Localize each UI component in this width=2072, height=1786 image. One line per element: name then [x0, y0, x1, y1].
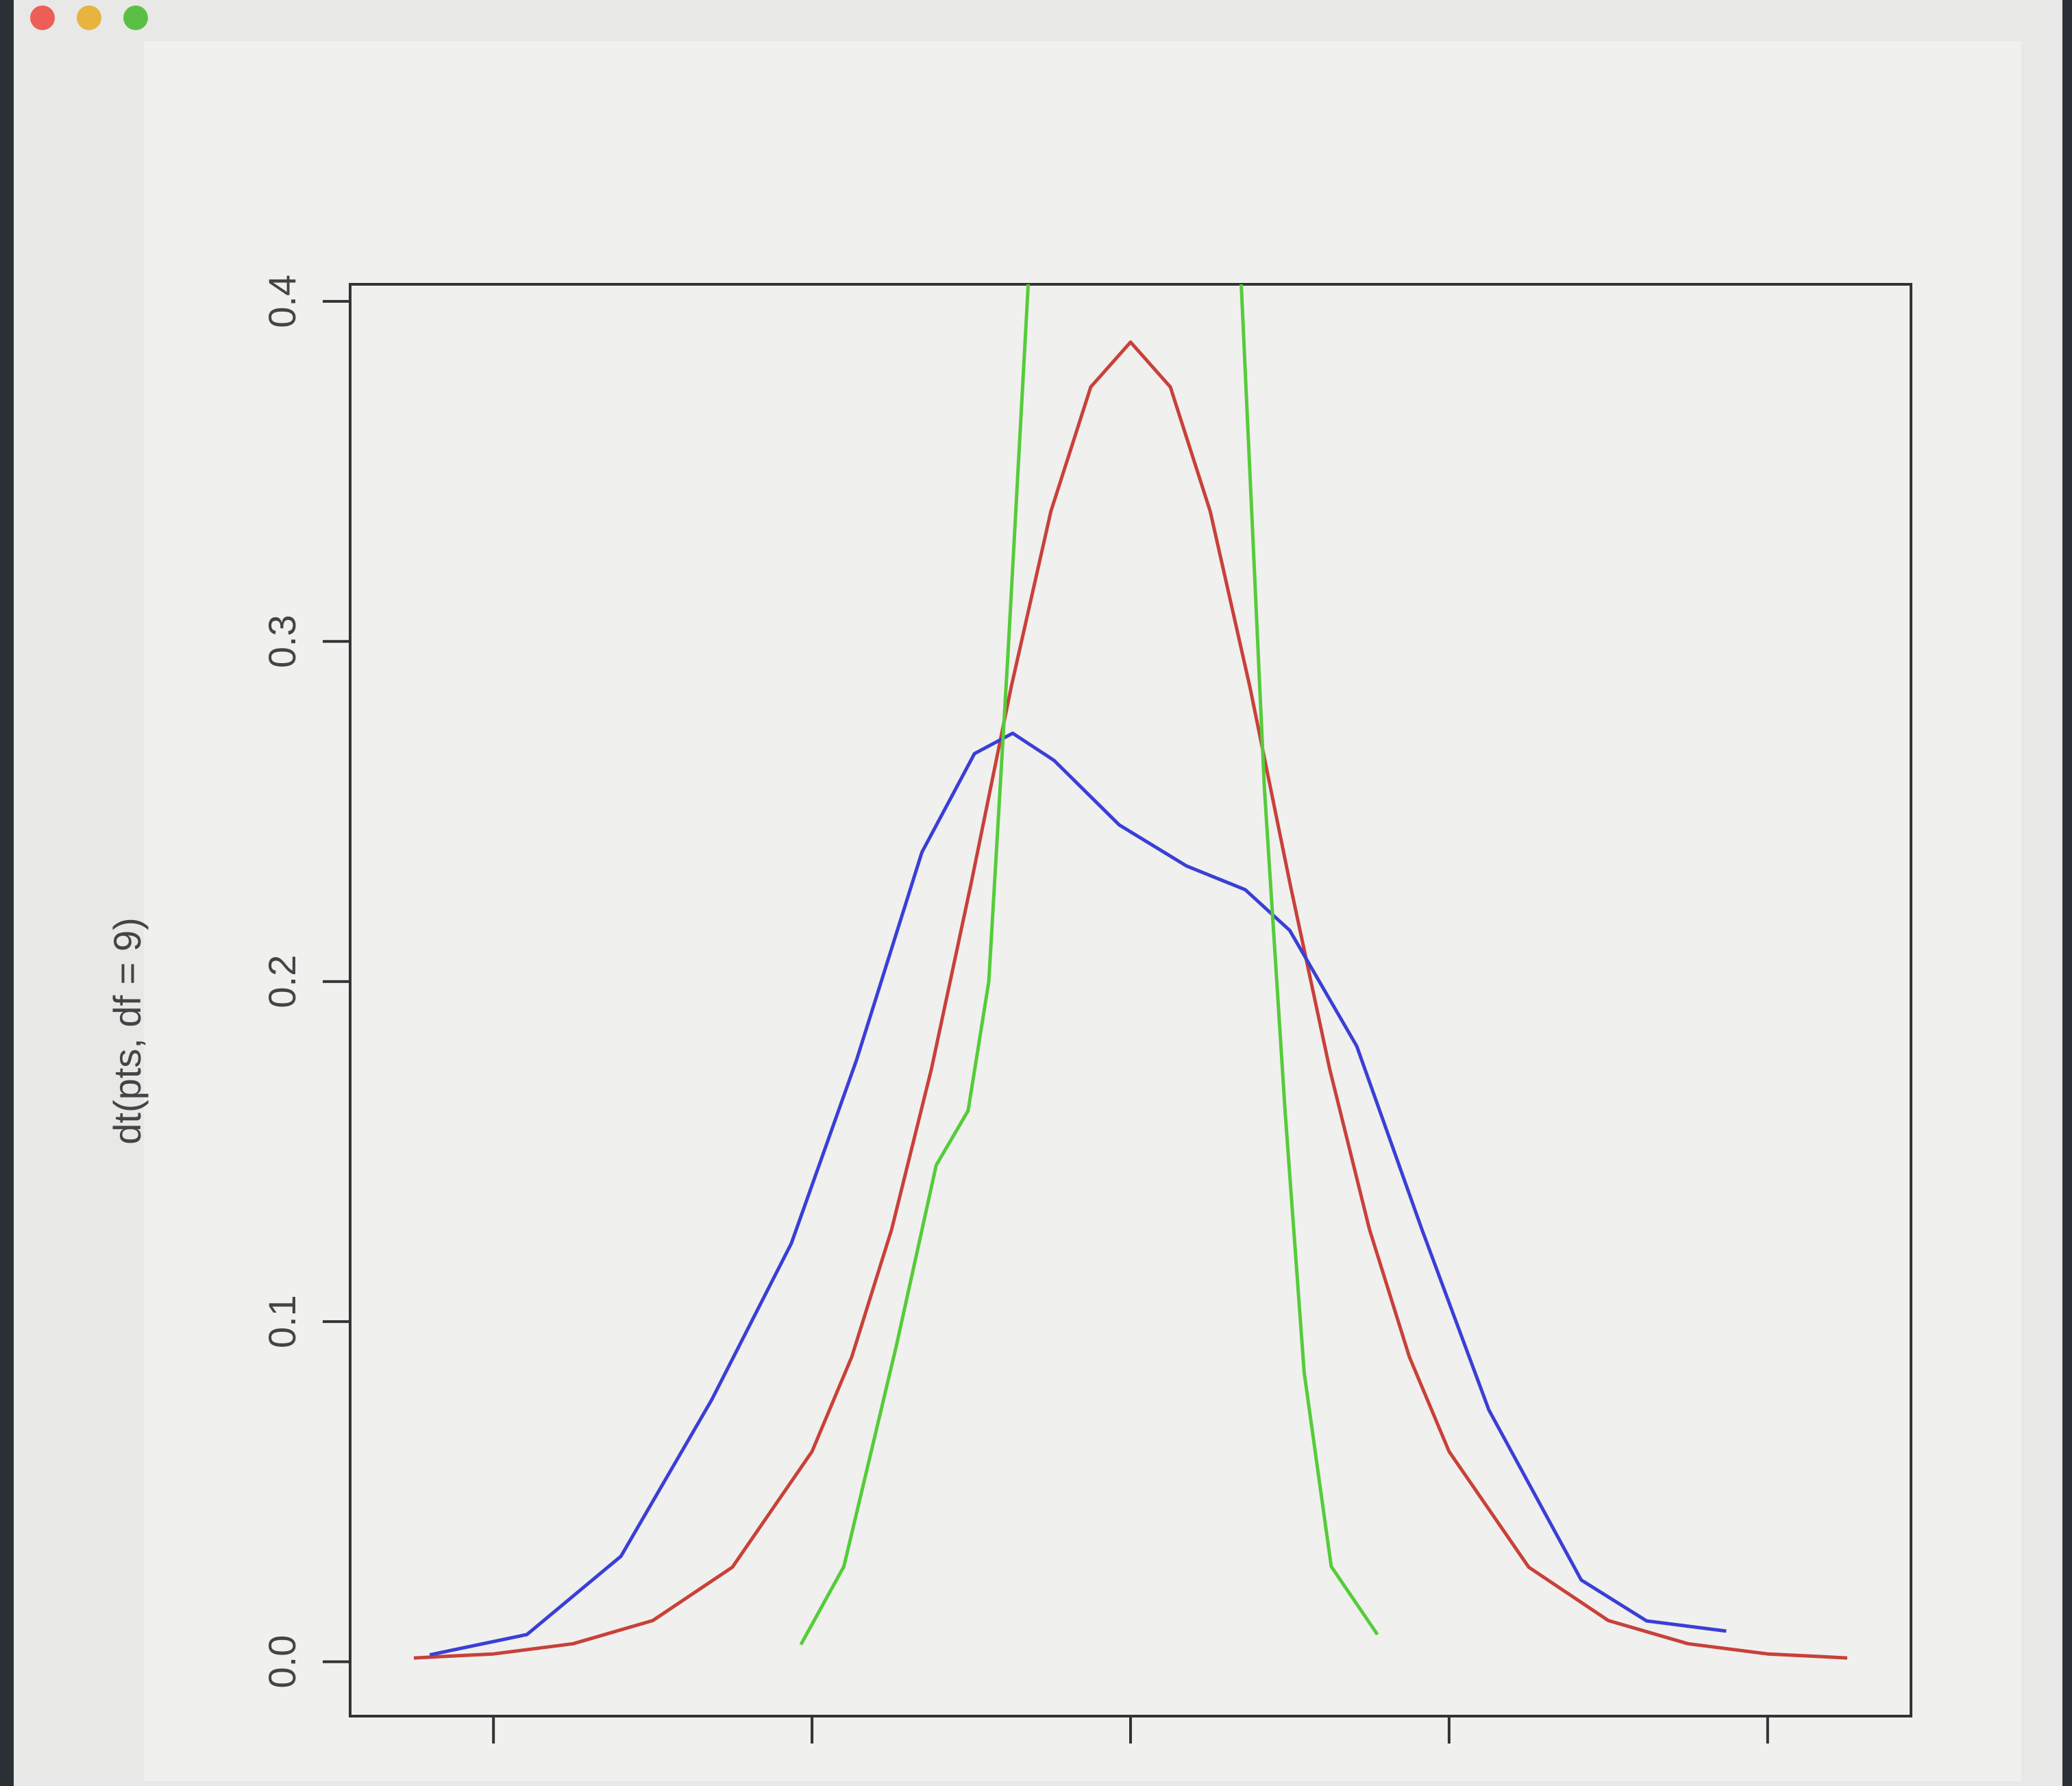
minimize-button[interactable]	[77, 5, 101, 30]
series-line	[413, 340, 1848, 1660]
close-button[interactable]	[30, 5, 55, 30]
y-tick-label: 0.4	[260, 275, 304, 328]
plot-area: 0.0 0.1 0.2 0.3 0.4	[260, 275, 1912, 1744]
zoom-button[interactable]	[123, 5, 148, 30]
y-tick-label: 0.1	[260, 1295, 304, 1348]
series-line	[429, 731, 1727, 1657]
y-tick-label: 0.0	[260, 1635, 304, 1689]
series-line	[799, 284, 1379, 1646]
plot-window	[144, 41, 2021, 1781]
y-tick-label: 0.3	[260, 615, 304, 668]
y-tick-label: 0.2	[260, 955, 304, 1008]
y-axis-label: dt(pts, df = 9)	[106, 917, 149, 1145]
